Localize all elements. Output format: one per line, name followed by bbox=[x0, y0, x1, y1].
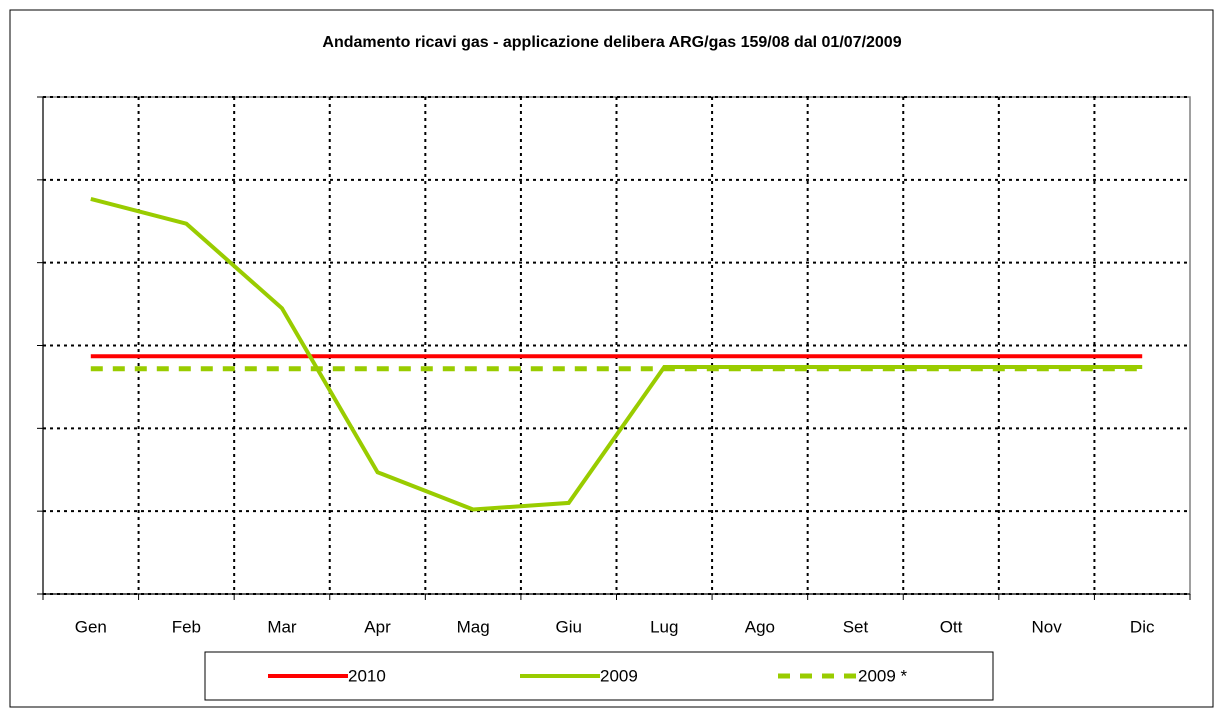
x-tick-label: Ago bbox=[745, 617, 775, 636]
x-tick-label: Mar bbox=[267, 617, 297, 636]
x-tick-label: Dic bbox=[1130, 617, 1155, 636]
chart-title: Andamento ricavi gas - applicazione deli… bbox=[322, 34, 901, 51]
x-tick-label: Gen bbox=[75, 617, 107, 636]
x-tick-label: Set bbox=[843, 617, 869, 636]
chart-border bbox=[9, 9, 1214, 708]
x-tick-label: Ott bbox=[940, 617, 963, 636]
x-tick-label: Nov bbox=[1032, 617, 1063, 636]
x-tick-label: Lug bbox=[650, 617, 678, 636]
series-line bbox=[90, 196, 1143, 512]
x-tick-label: Giu bbox=[555, 617, 581, 636]
x-tick-label: Apr bbox=[364, 617, 391, 636]
legend-label: 2009 * bbox=[858, 666, 908, 685]
legend-label: 2010 bbox=[348, 666, 386, 685]
x-tick-label: Mag bbox=[457, 617, 490, 636]
legend-label: 2009 bbox=[600, 666, 638, 685]
x-tick-label: Feb bbox=[172, 617, 201, 636]
